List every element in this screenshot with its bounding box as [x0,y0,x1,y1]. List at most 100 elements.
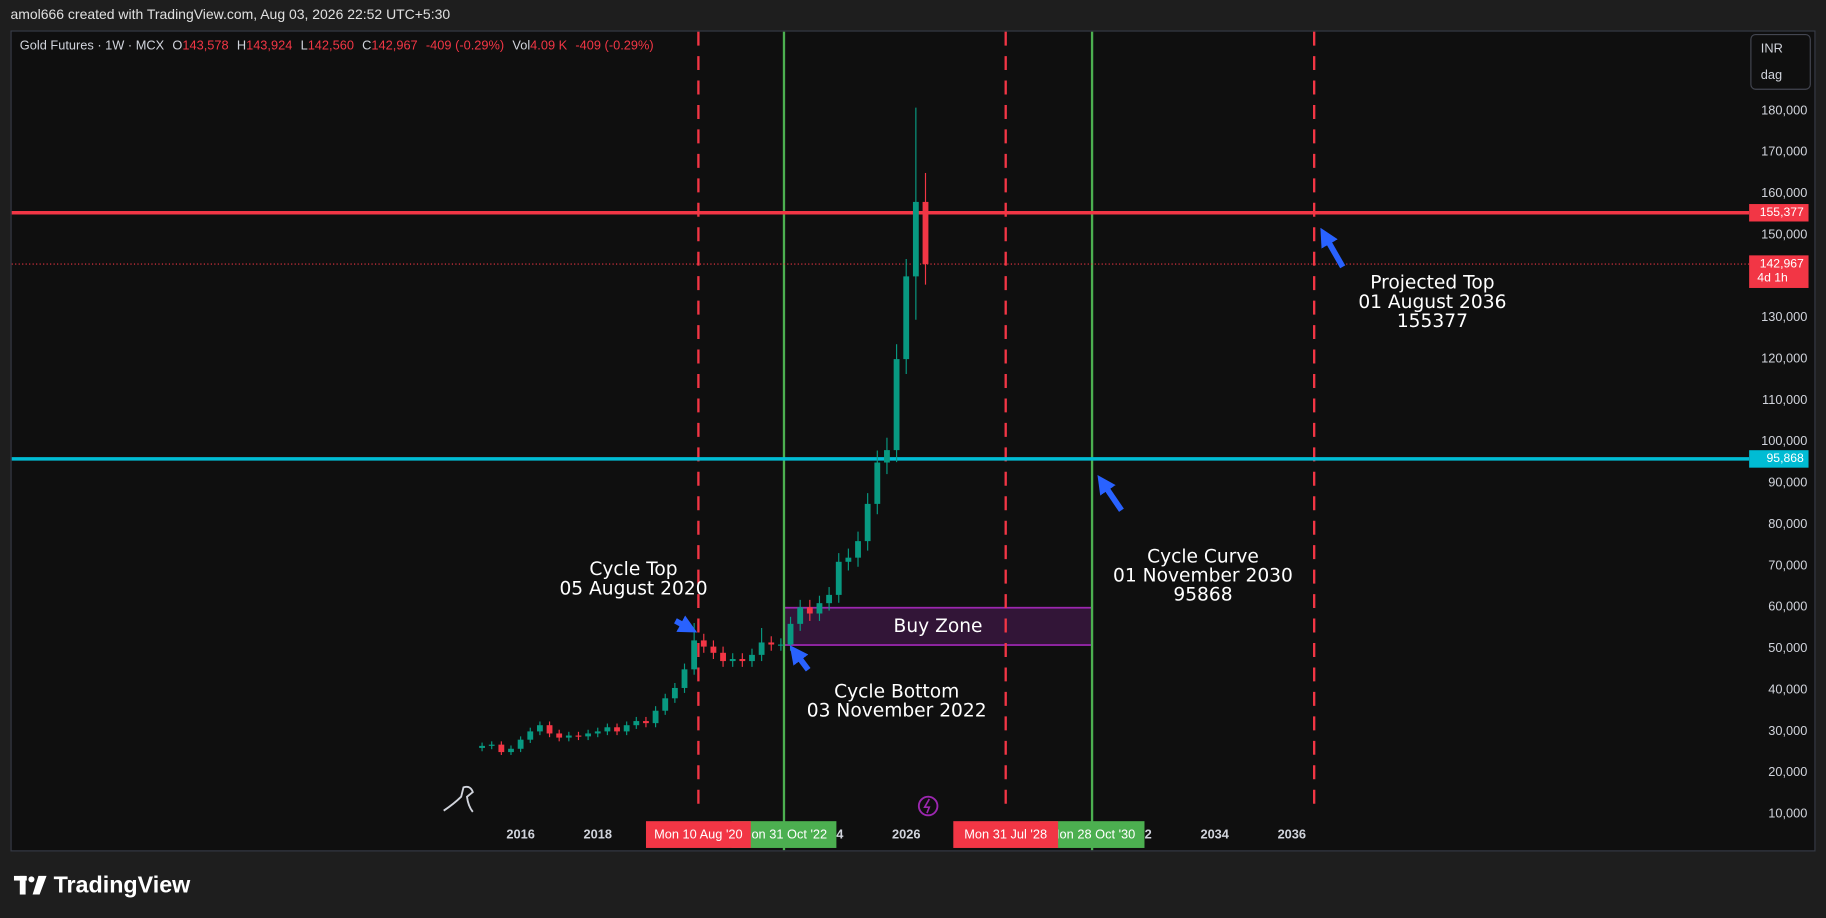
candle-body [623,725,630,732]
legend-label: O [172,38,182,53]
candle-body [806,607,813,614]
candle-body [700,640,707,647]
time-marker-label: Mon 28 Oct '30 [1049,827,1135,842]
logo-part [32,875,47,895]
y-tick-label: 10,000 [1768,806,1807,821]
event-icon-bolt [923,798,931,814]
candle-body [691,640,698,670]
candle-body [826,594,833,604]
time-marker-box [953,821,1059,848]
candle-body [517,739,524,749]
annotation: 01 August 2036 [1358,292,1506,313]
arrow [674,615,698,633]
logo-part [19,875,26,895]
candle-body [893,359,900,451]
plot-area [11,31,1750,851]
candle-body [922,201,929,265]
candle-body [479,745,485,748]
legend-value: 4.09 K [530,38,567,53]
candle-body [777,644,784,646]
y-tick-label: 70,000 [1768,557,1807,572]
candle-body [527,731,534,740]
candle-body [536,725,543,732]
candle-body [758,642,765,655]
header: amol666 created with TradingView.com, Au… [10,6,450,22]
currency-box[interactable] [1750,33,1811,90]
annotation: Cycle Bottom [834,681,959,702]
candle-body [662,698,669,711]
candle-body [546,725,553,734]
candle-body [835,561,842,595]
footer-brand: TradingView [54,872,192,898]
y-tick-label: 20,000 [1768,764,1807,779]
candle-body [884,450,890,463]
legend-value: 143,578 [182,38,228,53]
candle-body [874,462,881,504]
candle-body [749,654,755,662]
candle-body [903,276,910,360]
annotation: Cycle Top [589,559,677,580]
last-price-label: 142,967 [1760,256,1804,270]
time-marker-label: Mon 31 Oct '22 [741,827,827,842]
level-label-box [1749,450,1809,468]
annotation: 155377 [1397,311,1468,332]
candle-body [797,607,804,624]
buy-zone-label: Buy Zone [894,616,983,637]
candle-body [729,659,736,662]
candle-body [556,733,563,738]
legend-label: Vol [512,38,530,53]
candle-body [643,721,649,724]
time-marker-label: Mon 31 Jul '28 [964,827,1047,842]
candle-body [710,646,717,653]
currency: INR [1761,40,1783,55]
candle-body [681,669,688,688]
chart-panel [10,30,1816,852]
legend-value: -409 (-0.29%) [575,38,653,53]
candle-body [739,659,746,662]
dino-icon[interactable] [443,785,474,813]
candle-body [855,541,861,558]
candle-body [585,733,592,737]
x-tick-label: 2016 [506,827,534,842]
candle-body [912,201,919,277]
unit: dag [1761,67,1782,82]
legend-value: 143,924 [246,38,292,53]
legend-label: C [362,38,371,53]
candle-body [816,603,823,614]
candle-body [787,623,794,645]
annotation: 01 November 2030 [1113,566,1293,587]
event-icon[interactable] [917,795,939,817]
candle-body [565,735,572,738]
y-tick-label: 180,000 [1761,102,1807,117]
level-label: 155,377 [1760,205,1804,219]
y-tick-label: 30,000 [1768,723,1807,738]
arrow [1097,474,1124,512]
y-tick-label: 60,000 [1768,599,1807,614]
last-price-box [1749,255,1809,288]
candle-body [864,503,871,542]
annotation: 03 November 2022 [807,701,987,722]
candle-body [671,687,678,699]
level-label-box [1749,204,1809,222]
annotation: Projected Top [1370,273,1494,294]
candle-body [720,652,726,662]
candle-body [488,744,495,746]
legend-label: H [237,38,246,53]
arrow [1320,227,1346,269]
y-tick-label: 90,000 [1768,475,1807,490]
legend-label: L [301,38,308,53]
arrows [674,227,1346,672]
x-tick-label: 2018 [584,827,612,842]
y-tick-label: 80,000 [1768,516,1807,531]
x-tick-label: 2034 [1200,827,1229,842]
legend-value: 142,967 [371,38,417,53]
candle-body [652,710,659,724]
annotation: 05 August 2020 [559,578,707,599]
y-tick-label: 150,000 [1761,226,1807,241]
candle-body [768,642,775,645]
y-tick-label: 110,000 [1762,392,1807,407]
y-tick-label: 160,000 [1761,185,1807,200]
x-tick-label: 2036 [1278,827,1306,842]
candle-body [604,727,611,732]
